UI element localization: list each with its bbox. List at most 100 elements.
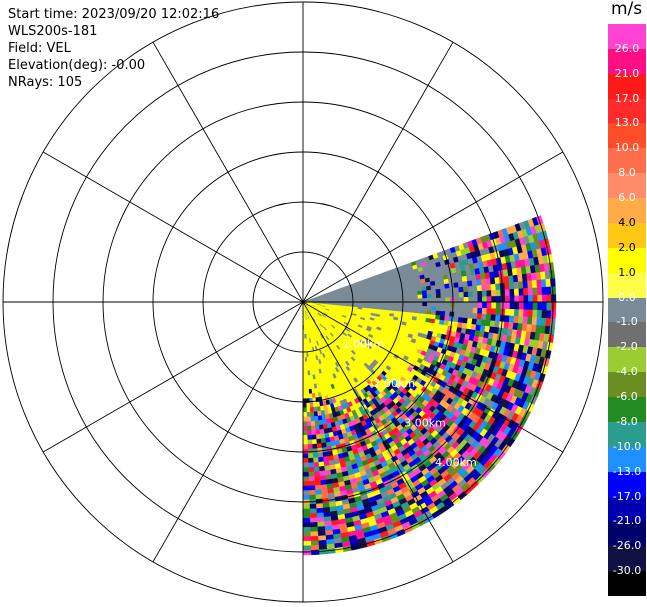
azimuth-spoke (42, 301, 304, 453)
colorbar-tick-label: -17.0 (612, 489, 642, 503)
velocity-gate (486, 302, 492, 309)
velocity-gate (421, 290, 428, 295)
colorbar-unit: m/s (611, 0, 643, 19)
velocity-gate (550, 310, 557, 320)
velocity-gate (457, 322, 463, 329)
velocity-gate (444, 315, 450, 322)
velocity-gate (480, 278, 487, 286)
velocity-gate (310, 540, 319, 546)
velocity-gate (302, 398, 307, 404)
velocity-gate (463, 307, 469, 314)
velocity-gate (421, 309, 428, 315)
colorbar-tick-label: -10.0 (612, 439, 642, 453)
velocity-gate (476, 285, 483, 292)
velocity-gate (308, 476, 315, 482)
velocity-gate (310, 416, 315, 422)
velocity-gate (305, 375, 309, 381)
velocity-gate (322, 507, 331, 513)
velocity-gate (311, 439, 317, 445)
velocity-gate (440, 293, 446, 299)
colorbar-tick-label: 0.0 (618, 290, 636, 304)
velocity-gate (494, 320, 501, 329)
colorbar-segment (608, 521, 646, 547)
velocity-gate (312, 452, 319, 459)
range-ring-label: 2.00km (374, 377, 416, 390)
velocity-gate (541, 310, 547, 319)
velocity-gate (399, 305, 405, 310)
velocity-gate (485, 284, 492, 292)
velocity-gate (413, 302, 419, 307)
velocity-gate (532, 287, 538, 296)
colorbar: 26.0 21.0 17.0 13.0 10.0 8.0 6.0 4.0 2.0 1.0 0.0 -1… (608, 24, 646, 597)
velocity-gate (454, 307, 460, 313)
velocity-gate (408, 302, 414, 307)
velocity-gate (505, 302, 511, 310)
velocity-gate (302, 467, 309, 473)
velocity-gate (445, 292, 451, 299)
velocity-gate (305, 384, 309, 390)
velocity-gate (302, 448, 309, 455)
range-ring-labels: 1.00km 2.00km 3.00km 4.00km 5.00km (343, 338, 508, 509)
velocity-gate (319, 470, 326, 477)
velocity-gate (302, 536, 311, 542)
velocity-gate (309, 503, 317, 510)
velocity-gate (504, 289, 511, 297)
velocity-gate (512, 322, 519, 331)
velocity-gate (318, 544, 328, 551)
field-name: Field: VEL (8, 41, 71, 56)
velocity-gate (302, 439, 308, 445)
velocity-gate (313, 415, 319, 422)
velocity-gate (302, 453, 309, 459)
velocity-gate (312, 402, 317, 408)
colorbar-segment (608, 198, 646, 224)
velocity-gate (472, 291, 478, 298)
velocity-gate (517, 274, 524, 283)
velocity-gate (531, 317, 538, 326)
velocity-gate (495, 289, 501, 297)
velocity-gate (439, 315, 446, 321)
velocity-gate (313, 411, 318, 417)
velocity-gate (435, 293, 442, 299)
velocity-gate (308, 467, 315, 473)
velocity-gate (494, 277, 501, 285)
velocity-gate (389, 296, 396, 300)
velocity-gate (302, 421, 308, 427)
colorbar-segment (608, 322, 646, 348)
velocity-gate (399, 302, 405, 306)
velocity-gate (302, 504, 310, 510)
velocity-gate (309, 512, 318, 519)
velocity-gate (403, 305, 409, 310)
velocity-gate (317, 530, 326, 537)
velocity-gate (440, 306, 446, 312)
velocity-gate (454, 302, 460, 308)
velocity-gate (430, 310, 437, 316)
velocity-gate (495, 308, 501, 316)
velocity-gate (471, 279, 478, 287)
velocity-gate (541, 294, 548, 303)
velocity-gate (439, 283, 446, 290)
velocity-gate (394, 302, 400, 306)
velocity-gate (485, 319, 491, 327)
velocity-gate (315, 429, 321, 436)
velocity-gate (305, 398, 310, 404)
velocity-gate (503, 275, 510, 284)
velocity-gate (546, 286, 552, 296)
velocity-gate (485, 314, 492, 321)
velocity-gate (518, 302, 525, 310)
velocity-gate (412, 294, 419, 300)
velocity-gate (302, 430, 308, 436)
velocity-gate (302, 485, 310, 491)
velocity-gate (431, 306, 437, 312)
velocity-gate (357, 298, 364, 301)
velocity-gate (403, 295, 410, 300)
velocity-gate (504, 282, 510, 290)
velocity-gate (302, 527, 311, 533)
velocity-gate (311, 434, 317, 440)
velocity-gate (435, 314, 441, 321)
velocity-gate (417, 294, 423, 299)
azimuth-spoke (302, 151, 564, 303)
velocity-gate (523, 287, 529, 296)
velocity-gate (440, 310, 446, 317)
velocity-gate (408, 295, 414, 300)
velocity-gate (390, 302, 396, 306)
